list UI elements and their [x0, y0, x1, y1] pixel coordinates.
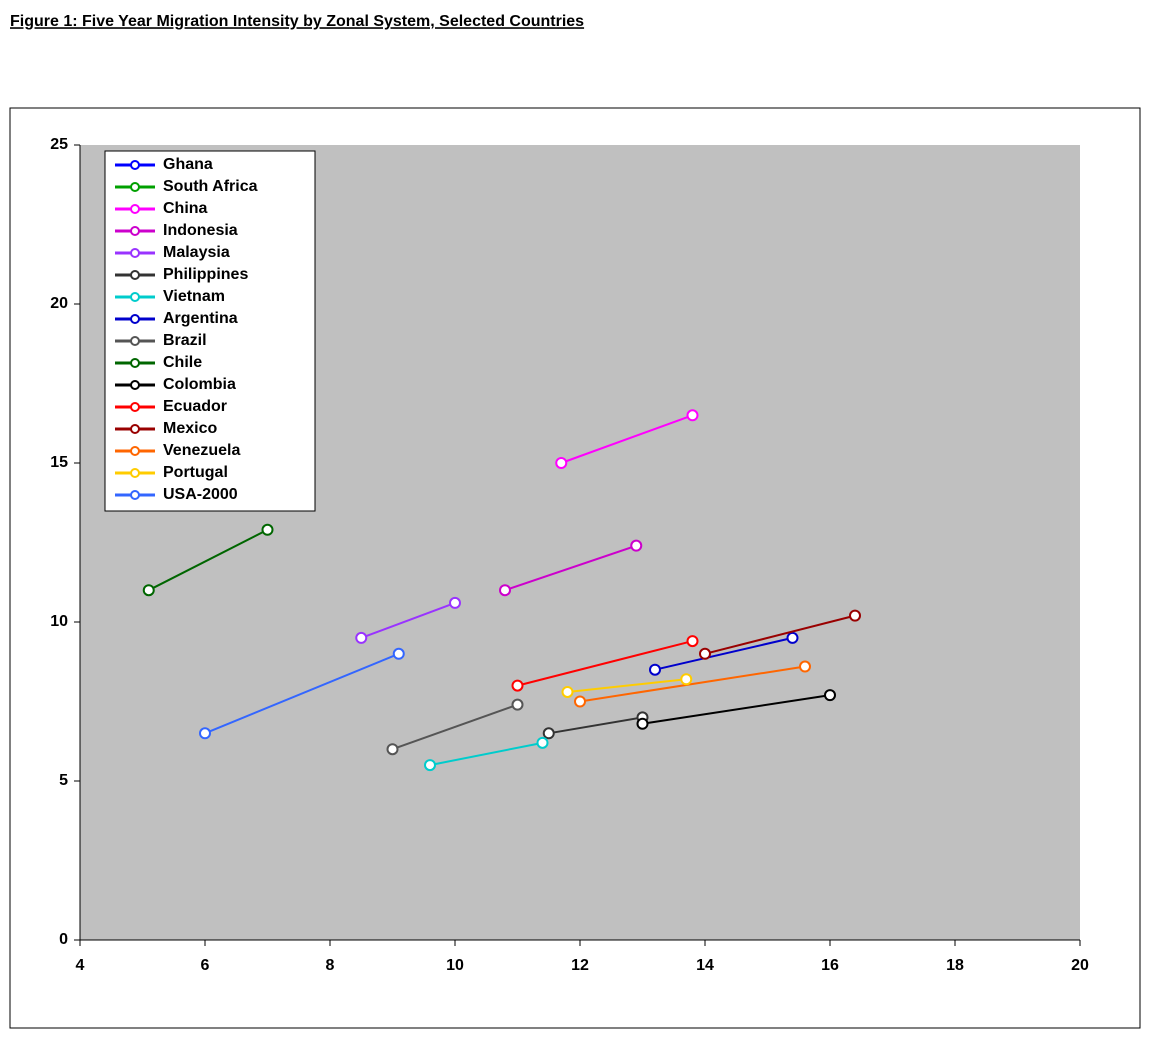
x-tick-label: 14 — [696, 957, 714, 974]
series-line — [704, 614, 856, 655]
x-tick-label: 4 — [76, 957, 85, 974]
series-line — [517, 640, 693, 687]
y-tick-label: 15 — [50, 454, 68, 471]
y-tick-label: 20 — [50, 295, 68, 312]
data-point — [786, 631, 799, 644]
y-tick-label: 25 — [50, 136, 68, 153]
series-line — [642, 694, 831, 725]
legend-label: Chile — [163, 354, 202, 371]
data-point — [649, 663, 661, 676]
legend-label: South Africa — [163, 178, 258, 195]
legend-label: China — [163, 200, 208, 217]
data-point — [449, 596, 461, 609]
data-point — [574, 695, 586, 708]
series-line — [504, 544, 637, 592]
legend-label: Mexico — [163, 420, 217, 437]
data-point — [680, 673, 693, 686]
data-point — [499, 584, 511, 597]
legend-label: Ghana — [163, 156, 213, 173]
data-point — [424, 759, 436, 772]
data-point — [699, 647, 711, 660]
x-tick-label: 20 — [1071, 957, 1089, 974]
data-point — [561, 685, 574, 698]
data-point — [636, 717, 649, 730]
x-tick-label: 12 — [571, 957, 589, 974]
data-point — [392, 647, 405, 660]
series-line — [654, 636, 793, 671]
legend-label: Malaysia — [163, 244, 230, 261]
y-tick-label: 0 — [59, 931, 68, 948]
x-tick-label: 10 — [446, 957, 464, 974]
legend-label: Portugal — [163, 464, 228, 481]
legend-marker — [130, 226, 140, 236]
legend-marker — [130, 380, 140, 390]
legend-marker — [130, 204, 140, 214]
data-point — [799, 660, 811, 673]
legend-label: USA-2000 — [163, 486, 238, 503]
legend-marker — [130, 248, 140, 258]
legend-label: Indonesia — [163, 222, 238, 239]
legend-label: Brazil — [163, 332, 207, 349]
legend-label: Venezuela — [163, 442, 240, 459]
data-point — [355, 631, 368, 644]
data-point — [511, 698, 524, 711]
x-tick-label: 18 — [946, 957, 964, 974]
data-point — [849, 609, 861, 622]
legend-label: Ecuador — [163, 398, 227, 415]
y-tick-label: 5 — [59, 772, 68, 789]
legend-label: Colombia — [163, 376, 236, 393]
data-point — [686, 409, 699, 422]
data-point — [686, 635, 699, 648]
data-point — [199, 727, 211, 740]
legend-marker — [130, 182, 140, 192]
data-point — [555, 457, 568, 469]
series-line — [360, 601, 456, 639]
chart-title: Figure 1: Five Year Migration Intensity … — [10, 13, 584, 30]
legend-label: Argentina — [163, 310, 238, 327]
legend-marker — [130, 160, 140, 170]
legend-marker — [130, 490, 140, 500]
series-line — [560, 414, 693, 464]
legend-marker — [130, 402, 140, 412]
legend-marker — [130, 358, 140, 368]
series-line — [392, 703, 518, 751]
x-tick-label: 6 — [201, 957, 210, 974]
x-tick-label: 16 — [821, 957, 839, 974]
x-tick-label: 8 — [326, 957, 335, 974]
chart-frame — [9, 107, 1141, 1029]
data-point — [542, 727, 555, 740]
series-line — [579, 665, 806, 703]
legend-marker — [130, 446, 140, 456]
series-line — [548, 716, 643, 735]
series-line — [148, 528, 268, 592]
data-point — [142, 584, 155, 597]
legend-marker — [130, 314, 140, 324]
legend-marker — [130, 292, 140, 302]
y-tick-label: 10 — [50, 613, 68, 630]
series-line — [204, 652, 400, 735]
legend-label: Philippines — [163, 266, 248, 283]
legend-marker — [130, 270, 140, 280]
data-point — [824, 689, 836, 702]
legend-marker — [130, 336, 140, 346]
data-point — [386, 743, 399, 756]
data-point — [511, 679, 524, 692]
series-line — [429, 741, 543, 767]
data-point — [630, 539, 643, 552]
legend-label: Vietnam — [163, 288, 225, 305]
data-point — [536, 736, 549, 749]
legend-marker — [130, 424, 140, 434]
data-point — [261, 523, 274, 536]
legend-marker — [130, 468, 140, 478]
series-line — [567, 678, 687, 693]
